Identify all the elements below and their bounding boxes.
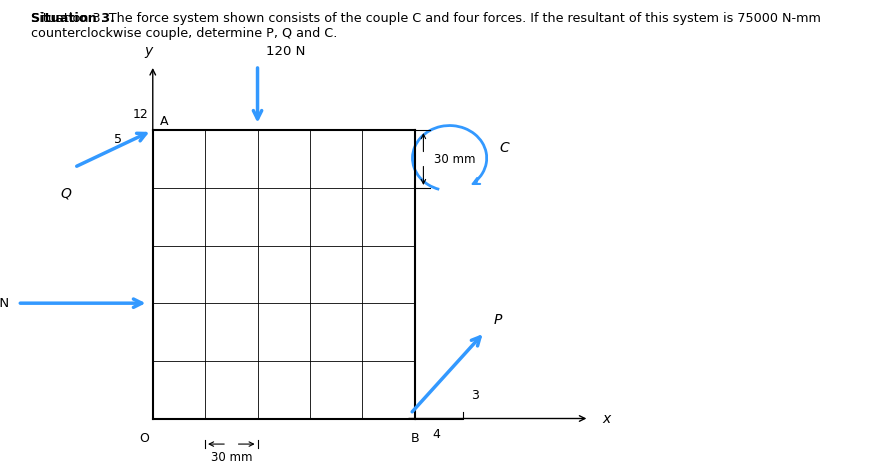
Text: 3: 3: [471, 389, 479, 402]
Text: P: P: [493, 313, 502, 327]
Text: B: B: [410, 432, 419, 445]
Text: Situation 3.: Situation 3.: [31, 12, 114, 25]
Text: C: C: [499, 141, 510, 155]
Text: A: A: [160, 115, 168, 128]
Text: O: O: [139, 432, 149, 445]
Text: Q: Q: [60, 186, 71, 200]
Text: 30 mm: 30 mm: [434, 153, 476, 166]
Text: y: y: [144, 44, 153, 58]
Text: 30 mm: 30 mm: [210, 451, 252, 464]
Text: 5: 5: [114, 133, 122, 146]
Text: x: x: [602, 412, 610, 425]
Text: 12: 12: [133, 108, 148, 121]
Text: Situation 3. The force system shown consists of the couple C and four forces. If: Situation 3. The force system shown cons…: [31, 12, 821, 40]
Text: 120 N: 120 N: [266, 45, 306, 58]
Text: 400 N: 400 N: [0, 297, 9, 310]
Text: 4: 4: [432, 428, 441, 441]
